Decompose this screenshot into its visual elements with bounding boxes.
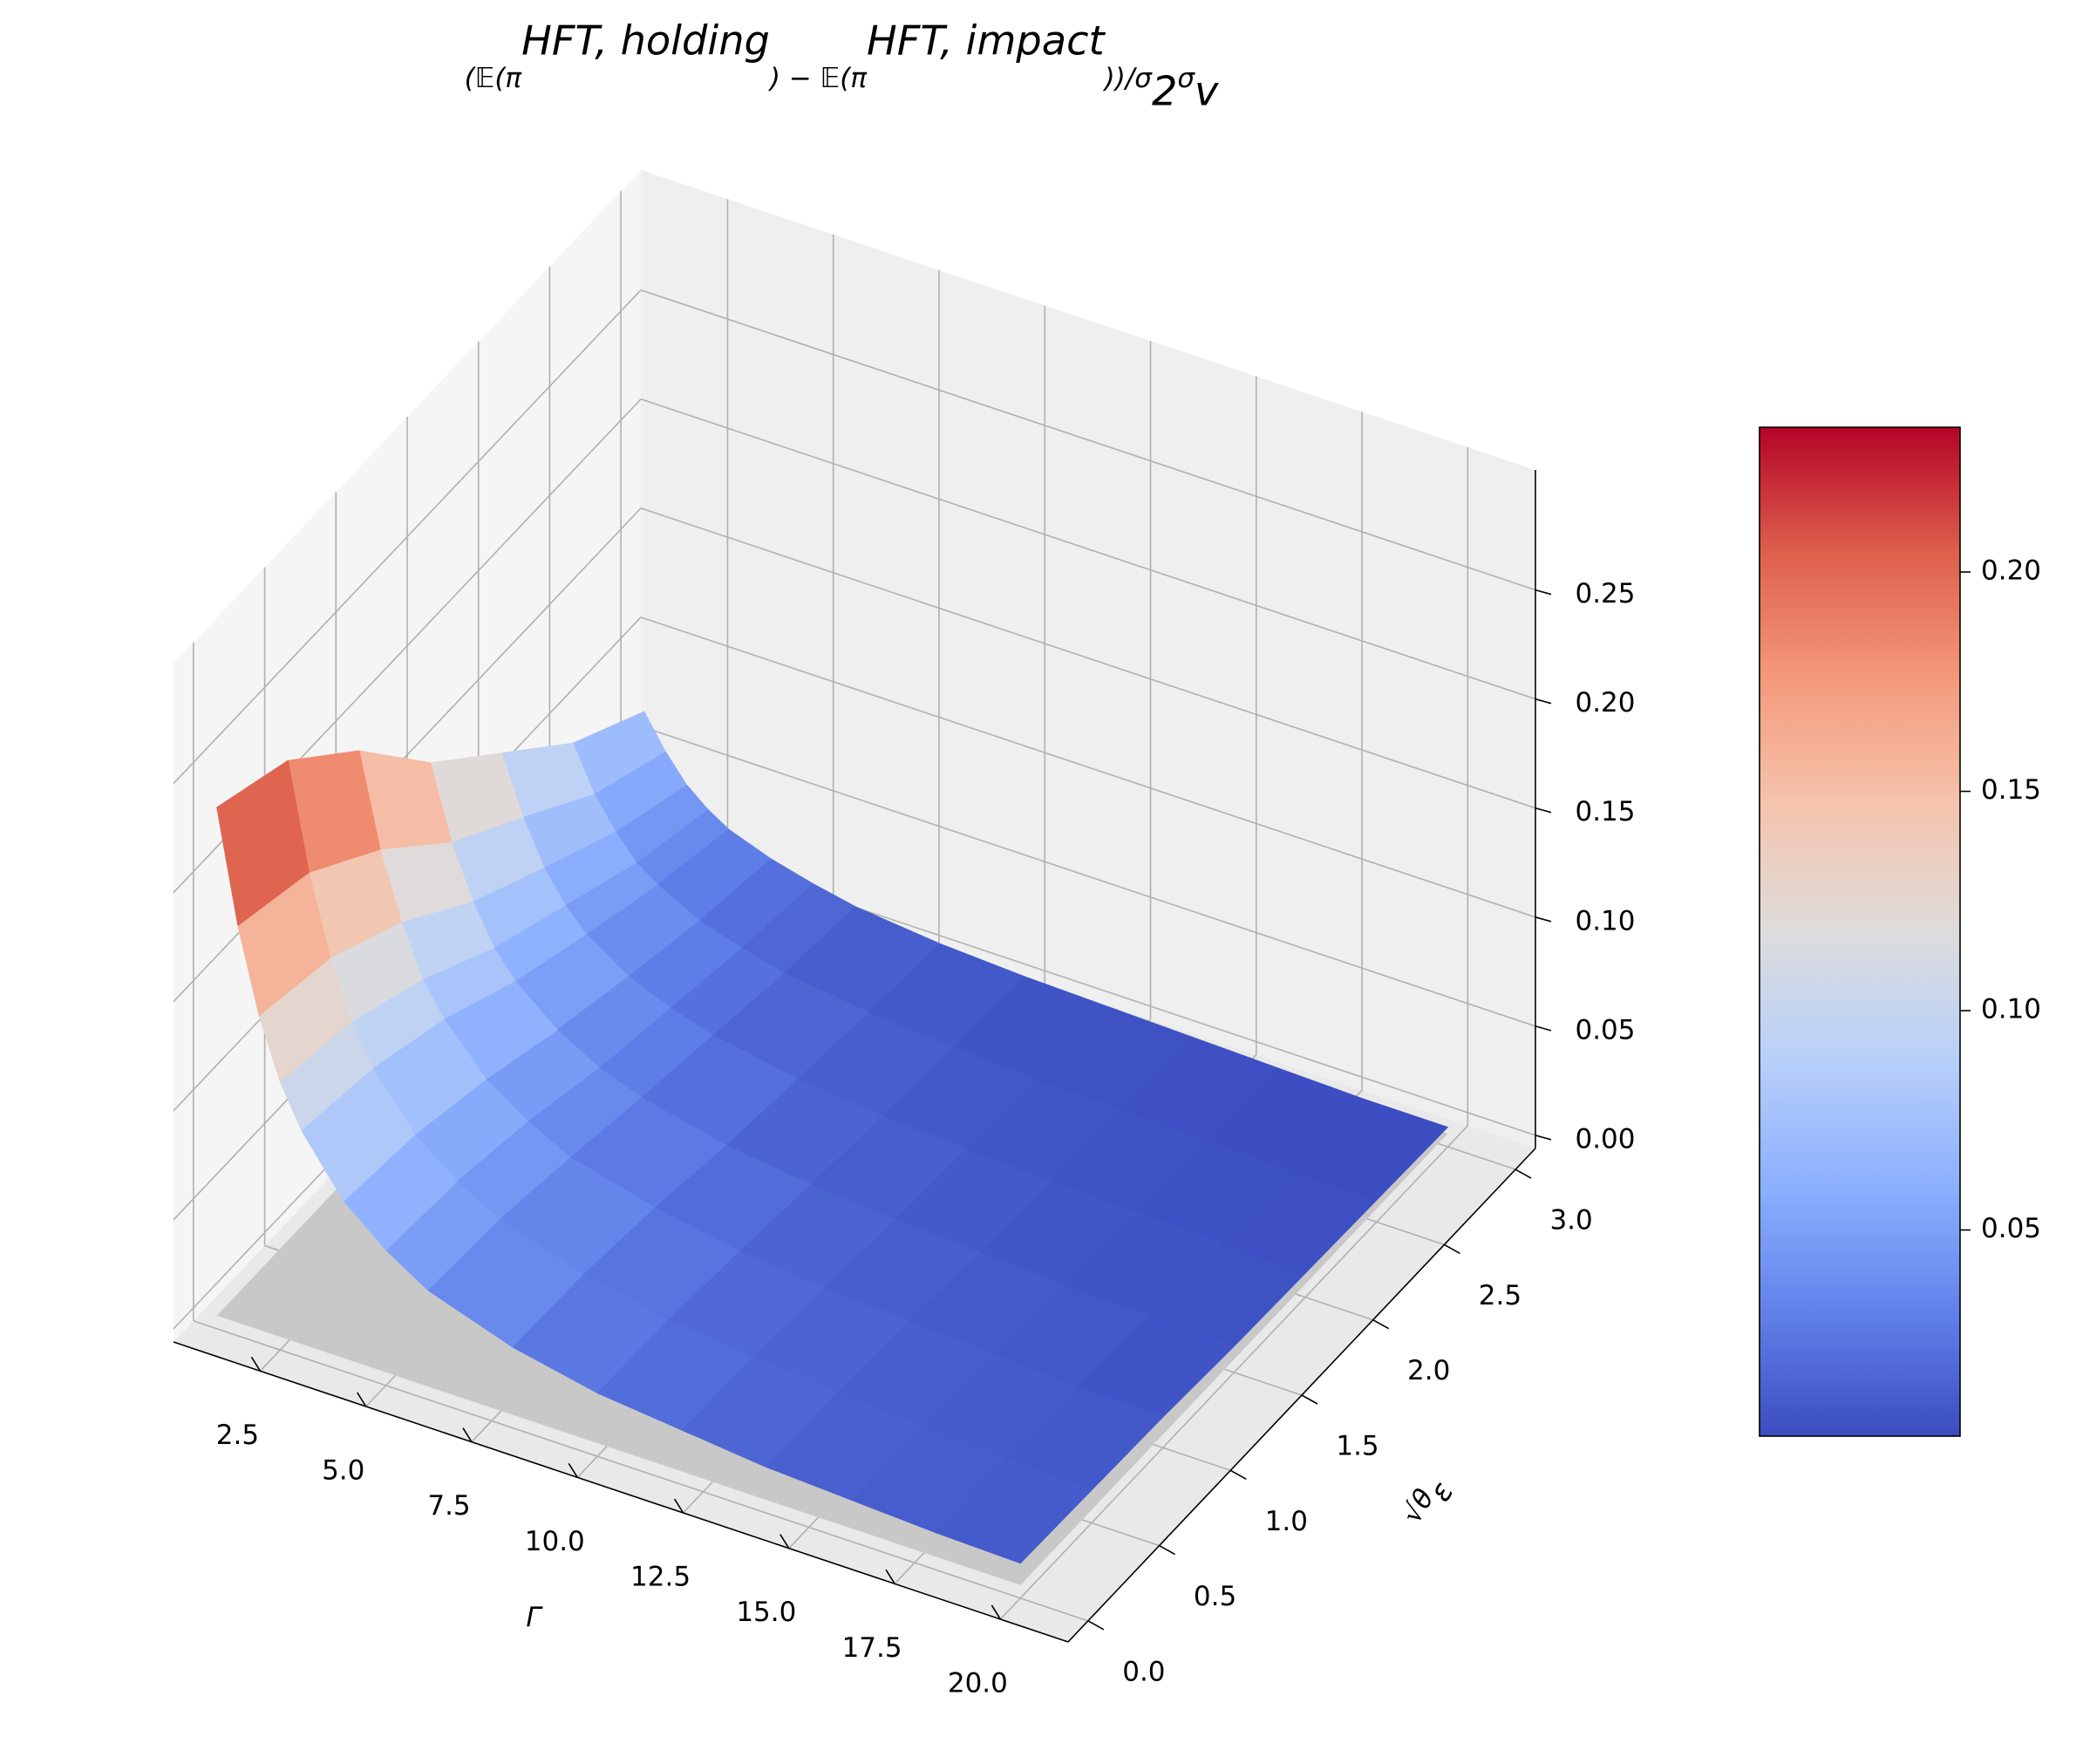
grid-line (640, 507, 1536, 809)
tick-label: 0.10 (1575, 905, 1635, 936)
tick-label: 20.0 (948, 1667, 1008, 1699)
colorbar-tick-label: 0.15 (1981, 774, 2041, 806)
tick-mark (673, 1498, 684, 1514)
grid-line (640, 616, 1536, 918)
grid-line (640, 398, 1536, 700)
tick-mark (1535, 698, 1552, 705)
tick-label: 0.05 (1575, 1014, 1635, 1045)
tick-label: 0.20 (1575, 687, 1635, 719)
tick-mark (885, 1569, 895, 1584)
tick-mark (568, 1462, 578, 1478)
grid-line (193, 1320, 1089, 1622)
tick-label: 0.0 (1122, 1656, 1165, 1687)
tick-label: 1.0 (1265, 1506, 1308, 1537)
text-part: ))/σ (1103, 63, 1154, 94)
tick-label: 5.0 (322, 1455, 364, 1487)
tick-mark (1535, 1134, 1552, 1141)
text-part: σ (1177, 63, 1195, 94)
tick-mark (250, 1356, 262, 1372)
axis-line (173, 1341, 1069, 1643)
tick-mark (779, 1534, 790, 1549)
tick-label: 3.0 (1549, 1205, 1592, 1236)
text-part: (𝔼(π (465, 63, 523, 94)
tick-label: 0.5 (1194, 1581, 1236, 1612)
x-axis-label: Γ (526, 1602, 543, 1633)
tick-mark (1535, 1025, 1552, 1032)
tick-mark (462, 1427, 473, 1443)
chart-title: (𝔼(πHFT, holding) − 𝔼(πHFT, impact))/σ2σ… (465, 17, 1219, 115)
tick-label: 2.0 (1407, 1355, 1450, 1386)
grid-line (640, 725, 1536, 1027)
tick-label: 1.5 (1336, 1431, 1378, 1462)
tick-mark (1444, 1243, 1460, 1255)
tick-label: 0.25 (1575, 578, 1635, 610)
tick-mark (1372, 1319, 1390, 1330)
tick-label: 12.5 (630, 1561, 691, 1592)
text-part: HFT, holding (521, 17, 770, 65)
colorbar-tick-label: 0.10 (1981, 994, 2041, 1025)
surface-cell (935, 1457, 1093, 1564)
colorbar-tick-label: 0.05 (1981, 1213, 2041, 1244)
grid-line (173, 289, 642, 785)
tick-label: 2.5 (1479, 1280, 1521, 1311)
tick-mark (1229, 1469, 1247, 1480)
tick-label: 7.5 (427, 1490, 470, 1522)
pane-back (641, 170, 1535, 1148)
tick-mark (357, 1392, 367, 1407)
tick-label: 10.0 (525, 1526, 585, 1557)
tick-mark (990, 1604, 1002, 1620)
tick-mark (1535, 916, 1552, 923)
text-part: ) − 𝔼(π (768, 63, 868, 94)
tick-mark (1301, 1394, 1318, 1405)
tick-label: 17.5 (842, 1632, 902, 1664)
tick-mark (1087, 1620, 1105, 1631)
colorbar-tick-label: 0.20 (1981, 555, 2041, 587)
tick-label: 15.0 (736, 1597, 796, 1628)
text-part: v (1195, 67, 1219, 114)
tick-label: 2.5 (216, 1420, 259, 1451)
tick-mark (1535, 807, 1552, 814)
text-part: HFT, impact (867, 17, 1106, 65)
tick-mark (1159, 1544, 1175, 1556)
colorbar (1759, 426, 1961, 1437)
tick-label: 0.15 (1575, 796, 1635, 828)
surface-cell (216, 759, 310, 926)
tick-label: 0.00 (1575, 1123, 1635, 1154)
grid-line (640, 289, 1536, 591)
tick-mark (1515, 1168, 1532, 1179)
text-part: 2 (1152, 67, 1177, 114)
tick-mark (1535, 589, 1552, 596)
